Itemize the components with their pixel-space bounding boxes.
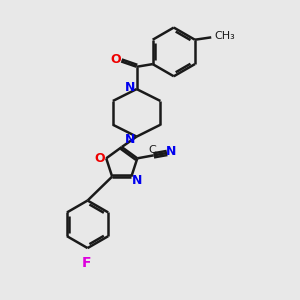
Text: O: O <box>110 53 121 66</box>
Text: CH₃: CH₃ <box>215 31 236 41</box>
Text: N: N <box>166 145 177 158</box>
Text: F: F <box>81 256 91 269</box>
Text: N: N <box>125 133 135 146</box>
Text: N: N <box>131 174 142 187</box>
Text: C: C <box>148 145 156 155</box>
Text: O: O <box>94 152 105 165</box>
Text: N: N <box>125 81 135 94</box>
